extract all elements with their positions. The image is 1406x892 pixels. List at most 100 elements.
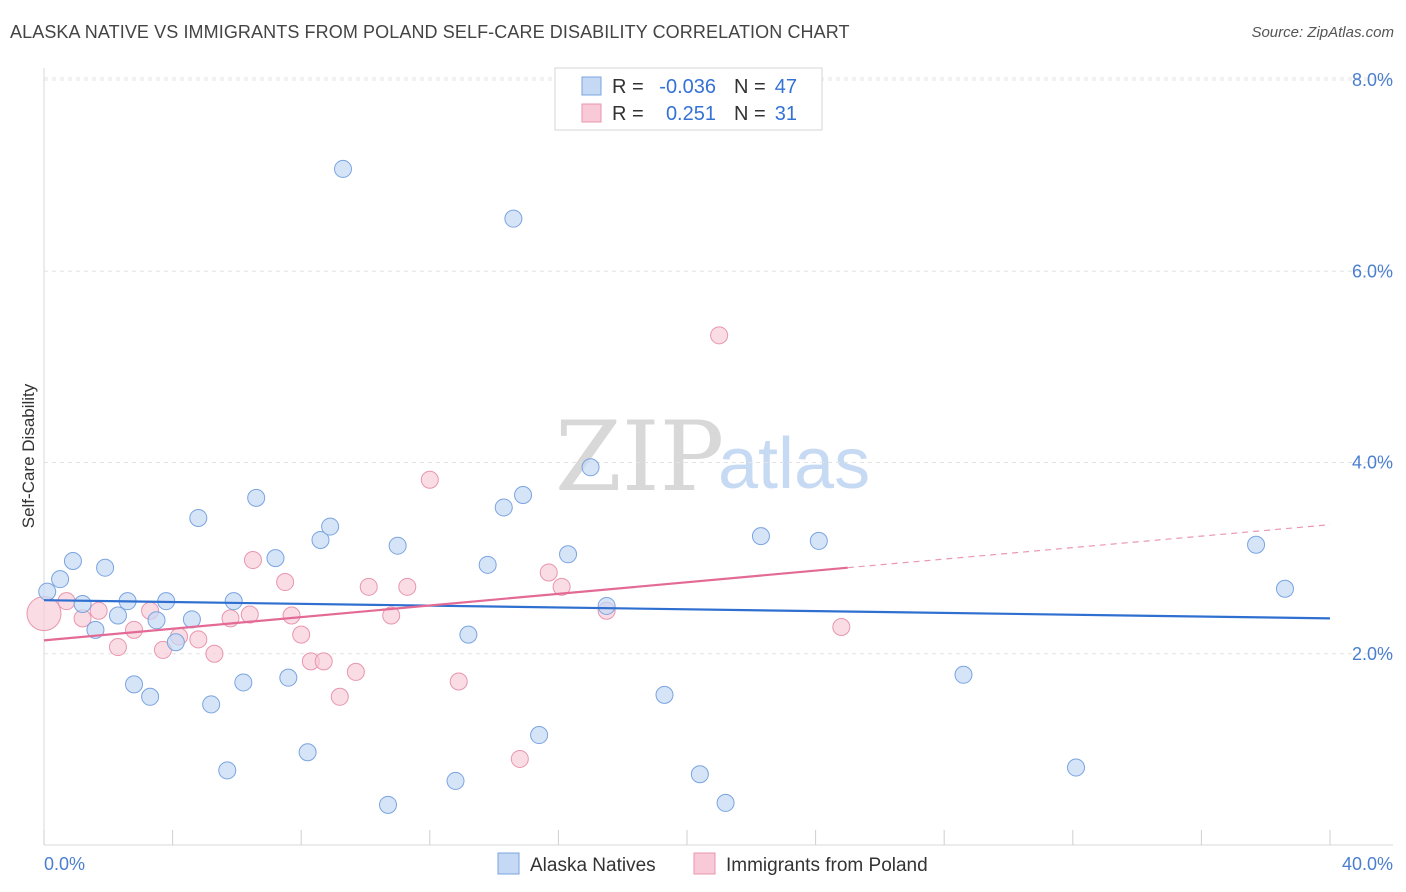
legend-n-label-blue: N = — [734, 76, 766, 98]
point-alaska-natives — [1275, 579, 1294, 598]
point-immigrants-from-poland — [382, 606, 401, 625]
point-immigrants-from-poland — [832, 617, 851, 636]
point-alaska-natives — [581, 458, 600, 477]
point-alaska-natives — [38, 582, 57, 601]
point-alaska-natives — [202, 695, 221, 714]
point-alaska-natives — [809, 531, 828, 550]
watermark-zip: ZIP — [555, 401, 724, 513]
point-immigrants-from-poland — [314, 652, 333, 671]
series-legend-swatch-blue — [497, 852, 520, 875]
point-alaska-natives — [234, 673, 253, 692]
point-immigrants-from-poland — [276, 573, 295, 592]
trend-lines — [43, 524, 1331, 642]
point-alaska-natives — [108, 606, 127, 625]
trendline-immigrants-from-poland — [43, 566, 848, 642]
point-alaska-natives — [446, 771, 465, 790]
point-alaska-natives — [166, 633, 185, 652]
y-axis-title: Self-Care Disability — [19, 383, 38, 528]
point-immigrants-from-poland — [346, 662, 365, 681]
x-axis-ticks — [43, 830, 1331, 845]
series-legend-swatch-pink — [693, 852, 716, 875]
point-alaska-natives — [655, 685, 674, 704]
point-alaska-natives — [1247, 535, 1266, 554]
point-immigrants-from-poland — [330, 687, 349, 706]
grid-lines — [44, 77, 1393, 655]
point-immigrants-from-poland — [125, 620, 144, 639]
point-alaska-natives — [379, 795, 398, 814]
point-alaska-natives — [321, 517, 340, 536]
point-alaska-natives — [224, 592, 243, 611]
point-alaska-natives — [298, 743, 317, 762]
legend-n-value-pink: 31 — [775, 103, 797, 125]
point-alaska-natives — [311, 530, 330, 549]
point-immigrants-from-poland — [420, 470, 439, 489]
point-alaska-natives — [559, 545, 578, 564]
point-alaska-natives — [96, 558, 115, 577]
legend-r-label-blue: R = — [612, 76, 644, 98]
point-alaska-natives — [333, 159, 352, 178]
point-alaska-natives — [478, 555, 497, 574]
y-tick-label: 4.0% — [1352, 453, 1393, 473]
point-immigrants-from-poland — [710, 326, 729, 345]
watermark-atlas: atlas — [718, 424, 870, 504]
point-immigrants-from-poland — [240, 605, 259, 624]
series-legend-label-pink: Immigrants from Poland — [726, 855, 928, 876]
point-alaska-natives — [86, 620, 105, 639]
legend-n-label-pink: N = — [734, 103, 766, 125]
legend-swatch-pink — [581, 103, 602, 123]
x-tick-label-max: 40.0% — [1342, 854, 1393, 874]
legend-swatch-blue — [581, 76, 602, 96]
point-alaska-natives — [247, 488, 266, 507]
legend-n-value-blue: 47 — [775, 76, 797, 98]
y-tick-label: 6.0% — [1352, 261, 1393, 281]
point-alaska-natives — [751, 527, 770, 546]
point-alaska-natives — [147, 611, 166, 630]
legend-r-value-blue: -0.036 — [659, 76, 716, 98]
point-alaska-natives — [141, 687, 160, 706]
point-alaska-natives — [189, 508, 208, 527]
point-immigrants-from-poland — [108, 638, 127, 657]
y-tick-label: 2.0% — [1352, 644, 1393, 664]
point-alaska-natives — [530, 726, 549, 745]
legend-r-label-pink: R = — [612, 103, 644, 125]
point-alaska-natives — [182, 610, 201, 629]
chart-title: ALASKA NATIVE VS IMMIGRANTS FROM POLAND … — [10, 22, 850, 42]
legend-r-value-pink: 0.251 — [666, 103, 716, 125]
point-alaska-natives — [459, 625, 478, 644]
point-immigrants-from-poland — [89, 601, 108, 620]
y-tick-label: 8.0% — [1352, 70, 1393, 90]
point-alaska-natives — [597, 596, 616, 615]
x-tick-label-min: 0.0% — [44, 854, 85, 874]
point-alaska-natives — [266, 549, 285, 568]
point-immigrants-from-poland — [282, 606, 301, 625]
point-alaska-natives — [514, 486, 533, 505]
point-immigrants-from-poland — [359, 577, 378, 596]
point-alaska-natives — [690, 765, 709, 784]
point-immigrants-from-poland — [189, 630, 208, 649]
point-immigrants-from-poland — [243, 551, 262, 570]
point-alaska-natives — [51, 570, 70, 589]
source-attribution: Source: ZipAtlas.com — [1251, 24, 1394, 41]
correlation-legend: R = -0.036 N = 47 R = 0.251 N = 31 — [554, 67, 823, 131]
point-alaska-natives — [63, 551, 82, 570]
point-alaska-natives — [504, 209, 523, 228]
series-legend-label-blue: Alaska Natives — [530, 855, 656, 876]
point-alaska-natives — [388, 536, 407, 555]
point-immigrants-from-poland — [26, 596, 62, 632]
point-immigrants-from-poland — [292, 625, 311, 644]
point-alaska-natives — [218, 761, 237, 780]
point-alaska-natives — [73, 595, 92, 614]
point-alaska-natives — [954, 665, 973, 684]
trendline-alaska-natives — [43, 599, 1331, 620]
trendline-immigrants-from-poland-extension — [847, 524, 1331, 569]
point-alaska-natives — [494, 498, 513, 517]
point-immigrants-from-poland — [205, 644, 224, 663]
point-immigrants-from-poland — [539, 563, 558, 582]
series-legend: Alaska Natives Immigrants from Poland — [497, 852, 928, 876]
point-alaska-natives — [1067, 758, 1086, 777]
series-alaska-natives — [38, 159, 1294, 814]
point-alaska-natives — [716, 793, 735, 812]
point-alaska-natives — [125, 675, 144, 694]
point-immigrants-from-poland — [449, 672, 468, 691]
